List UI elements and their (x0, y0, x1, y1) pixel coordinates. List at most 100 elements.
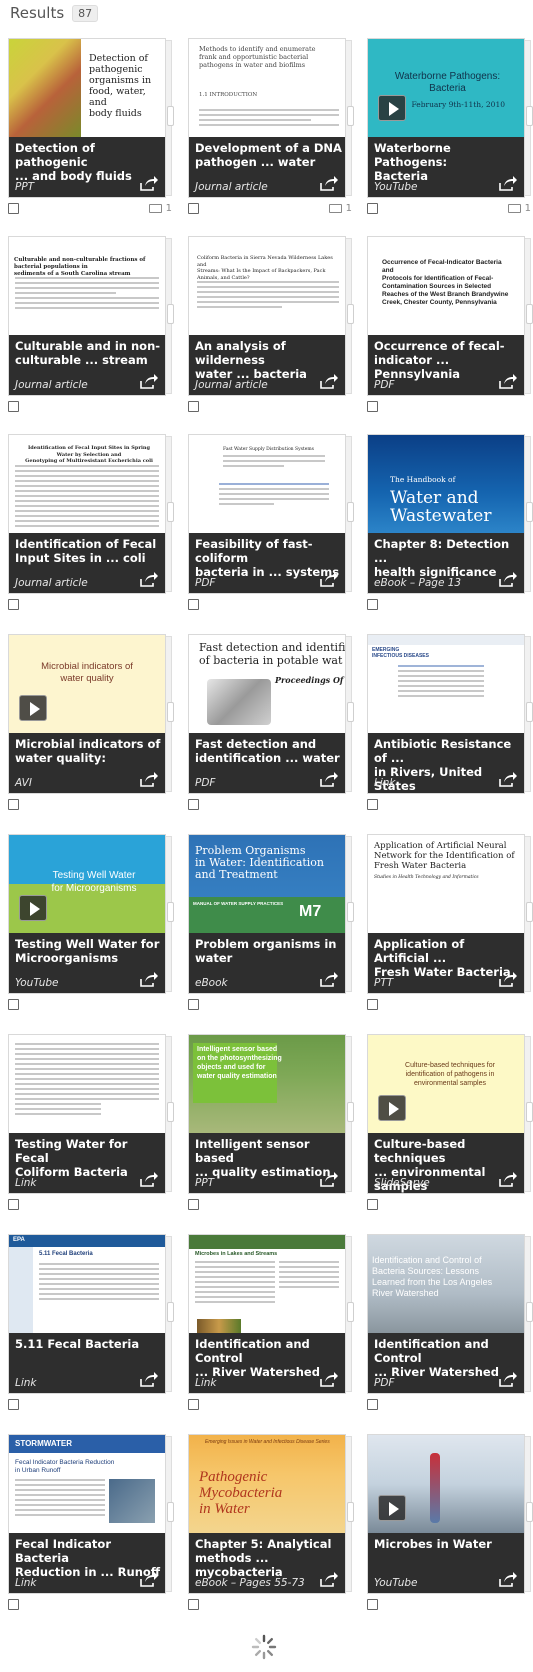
select-checkbox[interactable] (188, 599, 199, 610)
drag-handle[interactable] (526, 1302, 533, 1322)
result-card[interactable]: Microbial indicators of water quality Mic… (8, 634, 174, 796)
share-icon[interactable] (319, 770, 339, 788)
drag-handle[interactable] (347, 902, 354, 922)
select-checkbox[interactable] (367, 599, 378, 610)
result-thumbnail[interactable]: EPA 5.11 Fecal Bacteria 5.11 Fecal Bacte… (8, 1234, 166, 1394)
select-checkbox[interactable] (367, 401, 378, 412)
select-checkbox[interactable] (8, 999, 19, 1010)
result-card[interactable]: EMERGING INFECTIOUS DISEASES Antibiotic R… (367, 634, 533, 796)
result-thumbnail[interactable]: Culture-based techniques for identificat… (367, 1034, 525, 1194)
result-card[interactable]: STORMWATER Fecal Indicator Bacteria Redu… (8, 1434, 174, 1596)
folder-count[interactable]: 1 (329, 203, 352, 214)
result-thumbnail[interactable]: Emerging Issues in Water and Infectious … (188, 1434, 346, 1594)
play-icon[interactable] (378, 1095, 406, 1121)
share-icon[interactable] (498, 1170, 518, 1188)
drag-handle[interactable] (526, 304, 533, 324)
result-thumbnail[interactable]: Microbes in Water YouTube (367, 1434, 525, 1594)
select-checkbox[interactable] (188, 799, 199, 810)
select-checkbox[interactable] (188, 401, 199, 412)
result-card[interactable]: Fast detection and identifi of bacteria i… (188, 634, 354, 796)
drag-handle[interactable] (526, 106, 533, 126)
share-icon[interactable] (139, 1370, 159, 1388)
drag-handle[interactable] (167, 502, 174, 522)
result-card[interactable]: Microbes in Lakes and Streams Identifica… (188, 1234, 354, 1396)
drag-handle[interactable] (526, 702, 533, 722)
result-thumbnail[interactable]: Problem Organisms in Water: Identificatio… (188, 834, 346, 994)
drag-handle[interactable] (526, 1502, 533, 1522)
result-thumbnail[interactable]: Microbes in Lakes and Streams Identifica… (188, 1234, 346, 1394)
select-checkbox[interactable] (188, 1199, 199, 1210)
result-card[interactable]: Culturable and non-culturable fractions … (8, 236, 174, 398)
result-thumbnail[interactable]: Methods to identify and enumerate frank a… (188, 38, 346, 198)
drag-handle[interactable] (347, 304, 354, 324)
share-icon[interactable] (139, 1570, 159, 1588)
folder-count[interactable]: 1 (508, 203, 531, 214)
result-card[interactable]: Detection of pathogenic organisms in food, … (8, 38, 174, 200)
share-icon[interactable] (498, 174, 518, 192)
share-icon[interactable] (139, 174, 159, 192)
drag-handle[interactable] (347, 106, 354, 126)
play-icon[interactable] (19, 695, 47, 721)
result-card[interactable]: Methods to identify and enumerate frank a… (188, 38, 354, 200)
result-thumbnail[interactable]: The Handbook of Water and Wastewater Cha… (367, 434, 525, 594)
result-thumbnail[interactable]: Testing Water for Fecal Coliform Bacteria… (8, 1034, 166, 1194)
result-thumbnail[interactable]: Coliform Bacteria in Sierra Nevada Wilde… (188, 236, 346, 396)
select-checkbox[interactable] (367, 1399, 378, 1410)
result-card[interactable]: Coliform Bacteria in Sierra Nevada Wilde… (188, 236, 354, 398)
share-icon[interactable] (498, 770, 518, 788)
result-card[interactable]: Fast Water Supply Distribution Systems F… (188, 434, 354, 596)
result-card[interactable]: Identification and Control of Bacteria So… (367, 1234, 533, 1396)
select-checkbox[interactable] (188, 1599, 199, 1610)
share-icon[interactable] (498, 372, 518, 390)
result-card[interactable]: Problem Organisms in Water: Identificatio… (188, 834, 354, 996)
result-thumbnail[interactable]: Application of Artificial Neural Network … (367, 834, 525, 994)
drag-handle[interactable] (167, 1102, 174, 1122)
share-icon[interactable] (319, 1370, 339, 1388)
play-icon[interactable] (378, 95, 406, 121)
share-icon[interactable] (139, 1170, 159, 1188)
drag-handle[interactable] (347, 1102, 354, 1122)
drag-handle[interactable] (526, 902, 533, 922)
result-thumbnail[interactable]: Testing Well Water for Microorganisms Tes… (8, 834, 166, 994)
result-card[interactable]: Testing Water for Fecal Coliform Bacteria… (8, 1034, 174, 1196)
select-checkbox[interactable] (8, 1599, 19, 1610)
share-icon[interactable] (498, 970, 518, 988)
result-thumbnail[interactable]: Microbial indicators of water quality Mic… (8, 634, 166, 794)
result-thumbnail[interactable]: Intelligent sensor based on the photosynt… (188, 1034, 346, 1194)
select-checkbox[interactable] (367, 999, 378, 1010)
drag-handle[interactable] (167, 1502, 174, 1522)
select-checkbox[interactable] (8, 599, 19, 610)
drag-handle[interactable] (167, 1302, 174, 1322)
select-checkbox[interactable] (188, 1399, 199, 1410)
result-card[interactable]: Identification of Fecal Input Sites in S… (8, 434, 174, 596)
result-card[interactable]: Application of Artificial Neural Network … (367, 834, 533, 996)
result-card[interactable]: Occurrence of Fecal-Indicator Bacteria a… (367, 236, 533, 398)
result-thumbnail[interactable]: Fast detection and identifi of bacteria i… (188, 634, 346, 794)
result-card[interactable]: Intelligent sensor based on the photosynt… (188, 1034, 354, 1196)
result-thumbnail[interactable]: Culturable and non-culturable fractions … (8, 236, 166, 396)
result-thumbnail[interactable]: Fast Water Supply Distribution Systems F… (188, 434, 346, 594)
share-icon[interactable] (319, 1570, 339, 1588)
share-icon[interactable] (139, 372, 159, 390)
drag-handle[interactable] (526, 502, 533, 522)
result-thumbnail[interactable]: Identification of Fecal Input Sites in S… (8, 434, 166, 594)
folder-count[interactable]: 1 (149, 203, 172, 214)
select-checkbox[interactable] (367, 799, 378, 810)
select-checkbox[interactable] (8, 1399, 19, 1410)
share-icon[interactable] (139, 570, 159, 588)
drag-handle[interactable] (347, 702, 354, 722)
select-checkbox[interactable] (367, 203, 378, 214)
select-checkbox[interactable] (367, 1199, 378, 1210)
select-checkbox[interactable] (8, 401, 19, 412)
result-thumbnail[interactable]: Waterborne Pathogens: Bacteria February 9… (367, 38, 525, 198)
share-icon[interactable] (498, 1570, 518, 1588)
share-icon[interactable] (498, 570, 518, 588)
share-icon[interactable] (319, 1170, 339, 1188)
result-card[interactable]: Emerging Issues in Water and Infectious … (188, 1434, 354, 1596)
result-card[interactable]: EPA 5.11 Fecal Bacteria 5.11 Fecal Bacte… (8, 1234, 174, 1396)
drag-handle[interactable] (347, 1302, 354, 1322)
drag-handle[interactable] (167, 106, 174, 126)
result-card[interactable]: The Handbook of Water and Wastewater Cha… (367, 434, 533, 596)
drag-handle[interactable] (526, 1102, 533, 1122)
drag-handle[interactable] (167, 902, 174, 922)
